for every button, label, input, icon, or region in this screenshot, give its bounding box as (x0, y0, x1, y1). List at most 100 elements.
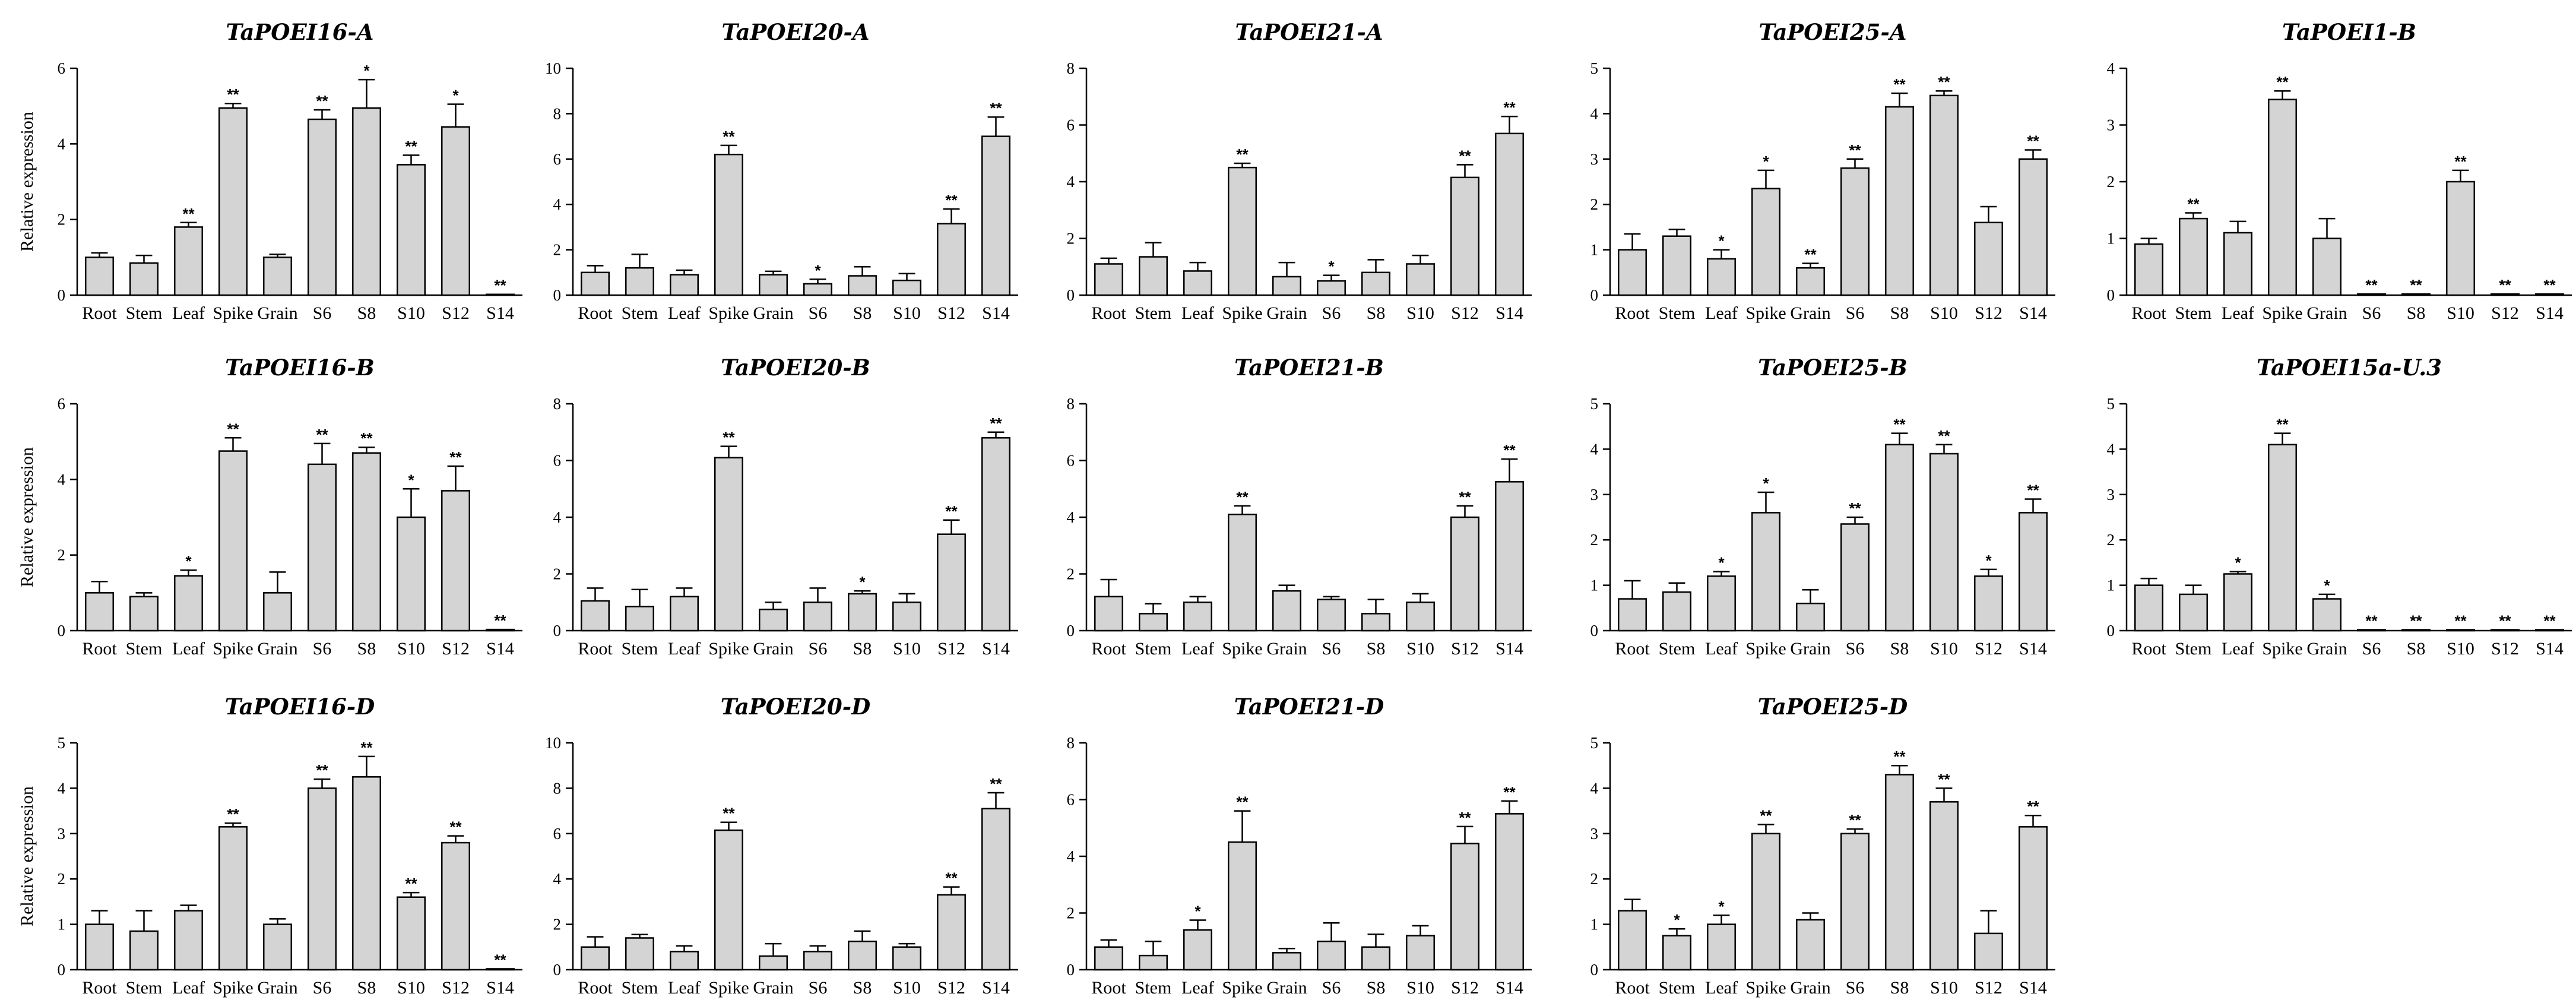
significance-label: ** (227, 805, 239, 823)
significance-label: * (1674, 911, 1680, 929)
bar-s8 (1885, 774, 1914, 971)
x-tick-label: S12 (2491, 639, 2519, 659)
significance-label: ** (2365, 276, 2378, 294)
bar-spike (1228, 166, 1257, 296)
x-tick-label: Root (82, 978, 117, 998)
y-tick-label: 3 (2107, 486, 2115, 504)
significance-label: ** (2027, 798, 2039, 815)
y-tick-label: 8 (1067, 395, 1075, 413)
y-tick-label: 1 (2107, 230, 2115, 248)
x-tick-label: S12 (937, 639, 965, 659)
y-tick-label: 5 (1590, 395, 1599, 413)
bar-s10 (1406, 935, 1435, 971)
x-tick-label: Leaf (668, 639, 701, 659)
x-tick-label: S6 (1322, 978, 1341, 998)
chart-panel: TaPOEI20-B 0 2 4 6 8 Root Stem Leaf ** Spike Grain S… (553, 355, 1018, 659)
bar-root (1094, 263, 1123, 296)
bar-s12 (2491, 293, 2520, 296)
y-tick-label: 0 (2107, 622, 2115, 640)
bar-s14 (2019, 826, 2048, 971)
chart-panel: TaPOEI25-D 0 1 2 3 4 5 Root * Stem * Leaf ** Spike Gra… (1590, 694, 2055, 998)
y-tick-label: 2 (553, 241, 562, 259)
x-tick-label: S8 (2407, 303, 2426, 323)
bar-s6 (803, 602, 832, 632)
significance-label: ** (2454, 153, 2467, 170)
y-tick-label: 8 (553, 395, 562, 413)
y-tick-label: 2 (553, 916, 562, 933)
x-tick-label: Grain (257, 303, 297, 323)
y-tick-label: 0 (1067, 622, 1075, 640)
bar-spike (218, 450, 248, 632)
y-tick-label: 3 (2107, 116, 2115, 134)
y-tick-label: 0 (1590, 286, 1599, 304)
bar-s6 (1317, 941, 1346, 971)
y-tick-label: 0 (58, 622, 66, 640)
bar-s10 (1929, 452, 1959, 632)
y-tick-label: 2 (1067, 230, 1075, 248)
y-axis-label: Relative expression (17, 786, 37, 926)
x-tick-label: Stem (1135, 303, 1172, 323)
bar-leaf (1183, 270, 1212, 296)
bar-spike (218, 107, 248, 296)
bar-s10 (892, 602, 921, 632)
bar-s10 (1929, 94, 1959, 296)
bar-root (581, 946, 610, 971)
significance-label: ** (1503, 441, 1516, 459)
x-tick-label: S10 (397, 303, 425, 323)
bar-root (1618, 598, 1647, 632)
bar-grain (1272, 276, 1301, 296)
significance-label: * (2324, 577, 2330, 594)
significance-label: ** (2187, 195, 2200, 213)
bar-grain (1796, 602, 1825, 632)
x-tick-label: Leaf (1181, 978, 1214, 998)
x-tick-label: Stem (126, 978, 163, 998)
significance-label: ** (945, 869, 958, 887)
y-tick-label: 4 (1590, 105, 1599, 122)
significance-label: ** (227, 420, 239, 438)
bar-leaf (174, 575, 203, 632)
x-tick-label: Stem (1659, 303, 1696, 323)
y-tick-label: 4 (58, 470, 66, 488)
x-tick-label: Leaf (668, 978, 701, 998)
x-tick-label: S14 (982, 303, 1010, 323)
bar-root (2134, 584, 2163, 632)
chart-title-tapoei20-a: TaPOEI20-A (721, 19, 869, 45)
x-tick-label: S12 (937, 303, 965, 323)
x-tick-label: S10 (2447, 303, 2474, 323)
chart-panel: TaPOEI21-A 0 2 4 6 8 Root Stem Leaf ** Spike Grain *… (1067, 19, 1532, 323)
y-tick-label: 4 (2107, 59, 2115, 77)
bar-s12 (1450, 176, 1479, 296)
significance-label: ** (1849, 499, 1861, 517)
bar-grain (263, 923, 292, 971)
bar-stem (129, 596, 159, 632)
bar-stem (1662, 935, 1691, 971)
chart-title-tapoei20-b: TaPOEI20-B (721, 355, 870, 381)
x-tick-label: Spike (708, 978, 749, 998)
y-tick-label: 3 (58, 825, 66, 843)
bar-grain (759, 274, 788, 296)
x-tick-label: Stem (1659, 978, 1696, 998)
x-tick-label: S8 (1890, 978, 1909, 998)
y-tick-label: 6 (58, 395, 66, 413)
x-tick-label: Grain (1266, 639, 1307, 659)
y-tick-label: 0 (1590, 622, 1599, 640)
bar-s12 (1974, 575, 2003, 632)
bar-stem (625, 937, 654, 971)
significance-label: ** (405, 137, 417, 155)
chart-panel: TaPOEI15a-U.3 0 1 2 3 4 5 Root Stem * Leaf ** Spike *… (2107, 355, 2572, 659)
x-tick-label: Stem (622, 303, 658, 323)
significance-label: ** (723, 429, 735, 447)
x-tick-label: S6 (809, 978, 828, 998)
y-tick-label: 0 (58, 961, 66, 979)
x-tick-label: Leaf (172, 978, 205, 998)
x-tick-label: Root (2131, 639, 2166, 659)
significance-label: ** (1893, 416, 1906, 433)
x-tick-label: S8 (1367, 303, 1386, 323)
x-tick-label: Grain (753, 978, 793, 998)
bar-s6 (803, 951, 832, 971)
bar-s6 (803, 283, 832, 296)
significance-label: ** (182, 205, 195, 223)
x-tick-label: Root (82, 303, 117, 323)
x-tick-label: S10 (2447, 639, 2474, 659)
x-tick-label: Root (1615, 978, 1650, 998)
